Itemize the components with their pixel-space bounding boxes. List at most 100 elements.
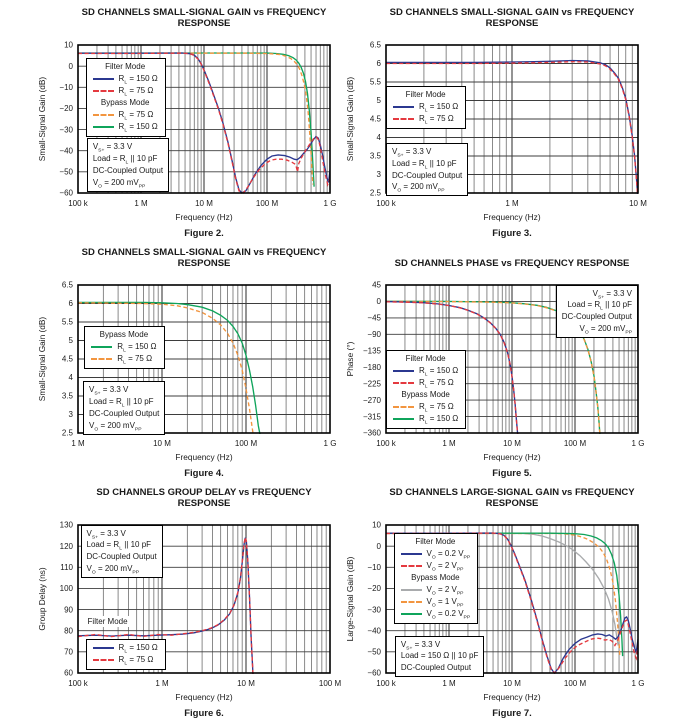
figure-2: SD CHANNELS SMALL-SIGNAL GAIN vs FREQUEN… <box>0 0 347 240</box>
y-tick-label: −10 <box>59 83 73 92</box>
legend-item: VO = 2 VPP <box>400 584 471 597</box>
plot-svg: 100 k 1 M 10 M 100 M 1 G 10 0 −10 −20 −30 −40 −50 −6… <box>37 40 336 222</box>
series-red <box>386 531 638 674</box>
legend-swatch-line <box>393 117 414 120</box>
legend-item-label: RL = 150 Ω <box>118 643 158 655</box>
x-axis-label: Frequency (Hz) <box>483 212 540 222</box>
series-green <box>386 532 624 656</box>
y-tick-label: 6 <box>69 299 74 308</box>
legend-item: VO = 0.2 VPP <box>400 608 470 621</box>
y-tick-label: 3 <box>69 410 74 419</box>
test-conditions: VS+ = 3.3 V Load = RL || 10 pF DC-Coupled … <box>86 138 170 192</box>
figure-caption: Figure 7. <box>492 707 532 719</box>
legend-group-header: Bypass Mode <box>401 390 450 400</box>
x-tick-label: 100 M <box>564 439 587 448</box>
figure-caption: Figure 4. <box>184 467 224 479</box>
y-axis-label: Small-Signal Gain (dB) <box>345 76 355 161</box>
series-green <box>78 51 315 187</box>
y-tick-label: −135 <box>363 346 382 355</box>
y-tick-label: 2.5 <box>370 188 382 197</box>
x-axis-label: Frequency (Hz) <box>175 212 232 222</box>
legend-item: RL = 75 Ω <box>393 113 458 126</box>
y-tick-label: −50 <box>59 167 73 176</box>
plot-border <box>77 43 331 194</box>
legend-item-label: RL = 75 Ω <box>118 655 154 667</box>
test-conditions: VS+ = 3.3 V Load = 150 Ω || 10 pF DC-Coupl… <box>394 635 485 677</box>
chart-legend: Filter Mode RL = 150 Ω RL = 75 Ω Bypass Mod… <box>85 57 166 137</box>
figure-caption: Figure 3. <box>492 227 532 239</box>
legend-item: RL = 150 Ω <box>393 413 458 426</box>
x-axis-label: Frequency (Hz) <box>175 452 232 462</box>
plot-svg: 100 k 1 M 10 M 6.5 6 5.5 5 4.5 4 3.5 3 2.5 Frequency… <box>345 40 647 222</box>
legend-group-header: Bypass Mode <box>411 573 460 583</box>
legend-swatch-line <box>92 113 114 116</box>
mode-label: Filter Mode <box>85 615 130 627</box>
legend-item: RL = 75 Ω <box>91 353 156 366</box>
x-axis-label: Frequency (Hz) <box>483 692 540 702</box>
legend-item-label: VO = 2 VPP <box>426 561 464 573</box>
chart-title: SD CHANNELS LARGE-SIGNAL GAIN vs FREQUEN… <box>389 487 635 509</box>
legend-swatch-line <box>92 647 114 650</box>
legend-item-label: RL = 150 Ω <box>118 121 158 134</box>
legend-item: RL = 75 Ω <box>393 377 458 390</box>
y-tick-label: −90 <box>367 330 381 339</box>
chart-title: SD CHANNELS GROUP DELAY vs FREQUENCY RESP… <box>96 487 312 509</box>
x-axis-label: Frequency (Hz) <box>483 452 540 462</box>
legend-swatch-line <box>400 601 422 604</box>
legend-item-label: VO = 1 VPP <box>426 597 464 609</box>
chart-title: SD CHANNELS SMALL-SIGNAL GAIN vs FREQUEN… <box>389 7 635 29</box>
figure-caption: Figure 5. <box>492 467 532 479</box>
y-tick-label: 0 <box>377 297 382 306</box>
legend-group-header: Filter Mode <box>405 354 446 364</box>
legend-group-header: Filter Mode <box>415 537 456 547</box>
legend-item: RL = 150 Ω <box>91 341 157 354</box>
plot-svg: 1 M 10 M 100 M 1 G 6.5 6 5.5 5 4.5 4 3.5 3 2.5 Freque… <box>37 280 336 462</box>
x-tick-label: 100 M <box>564 679 587 688</box>
legend-item-label: RL = 150 Ω <box>117 341 157 354</box>
y-tick-label: 10 <box>64 40 73 49</box>
figure-5: SD CHANNELS PHASE vs FREQUENCY RESPONSE … <box>342 240 690 480</box>
x-tick-label: 1 M <box>442 679 456 688</box>
y-tick-label: −20 <box>59 104 73 113</box>
y-tick-label: 110 <box>60 563 73 572</box>
series-orange <box>78 301 254 434</box>
y-tick-label: −30 <box>59 125 73 134</box>
test-conditions: VS+ = 3.3 V Load = RL || 10 pF DC-Coupled … <box>80 524 163 578</box>
y-tick-label: 6 <box>377 59 382 68</box>
chart-title: SD CHANNELS SMALL-SIGNAL GAIN vs FREQUEN… <box>81 247 327 269</box>
plot-wrap: 100 k 1 M 10 M 6.5 6 5.5 5 4.5 4 3.5 3 2.5 Frequency… <box>342 39 658 227</box>
chart-title: SD CHANNELS PHASE vs FREQUENCY RESPONSE <box>394 258 630 269</box>
figure-6: SD CHANNELS GROUP DELAY vs FREQUENCY RESP… <box>0 480 347 728</box>
series-red <box>78 536 254 674</box>
y-axis-label: Phase (°) <box>345 341 355 376</box>
series-curves <box>78 536 254 674</box>
x-tick-label: 10 M <box>503 679 521 688</box>
y-tick-label: 6.5 <box>370 40 382 49</box>
test-conditions: VS+ = 3.3 V Load = RL || 10 pF DC-Coupled … <box>83 381 166 435</box>
y-tick-label: 45 <box>372 280 381 289</box>
y-tick-label: −315 <box>363 412 382 421</box>
y-tick-label: 0 <box>377 541 382 550</box>
y-axis-label: Group Delay (ns) <box>37 567 47 630</box>
y-axis-label: Small-Signal Gain (dB) <box>37 76 47 161</box>
x-tick-label: 1 M <box>134 199 148 208</box>
legend-group-header: Filter Mode <box>405 89 446 99</box>
y-tick-label: 60 <box>64 668 73 677</box>
plot-wrap: 100 k 1 M 10 M 100 M 1 G 10 0 −10 −20 −30 −40 −50 −6… <box>342 519 658 707</box>
y-tick-label: −50 <box>367 647 381 656</box>
x-tick-label: 10 M <box>629 199 647 208</box>
y-tick-label: −10 <box>367 563 381 572</box>
series-green <box>78 301 261 434</box>
y-tick-label: −360 <box>363 428 382 437</box>
y-tick-label: 80 <box>64 626 73 635</box>
y-tick-label: 5 <box>377 96 382 105</box>
x-tick-label: 100 k <box>68 199 89 208</box>
plot-wrap: 100 k 1 M 10 M 100 M 1 G 10 0 −10 −20 −30 −40 −50 −6… <box>34 39 350 227</box>
legend-swatch-line <box>400 589 422 592</box>
y-tick-label: 5.5 <box>370 77 382 86</box>
legend-item: RL = 150 Ω <box>92 642 158 655</box>
y-tick-label: 4.5 <box>370 114 382 123</box>
y-tick-label: 100 <box>60 584 74 593</box>
series-curves <box>78 51 330 194</box>
x-tick-label: 100 M <box>319 679 342 688</box>
